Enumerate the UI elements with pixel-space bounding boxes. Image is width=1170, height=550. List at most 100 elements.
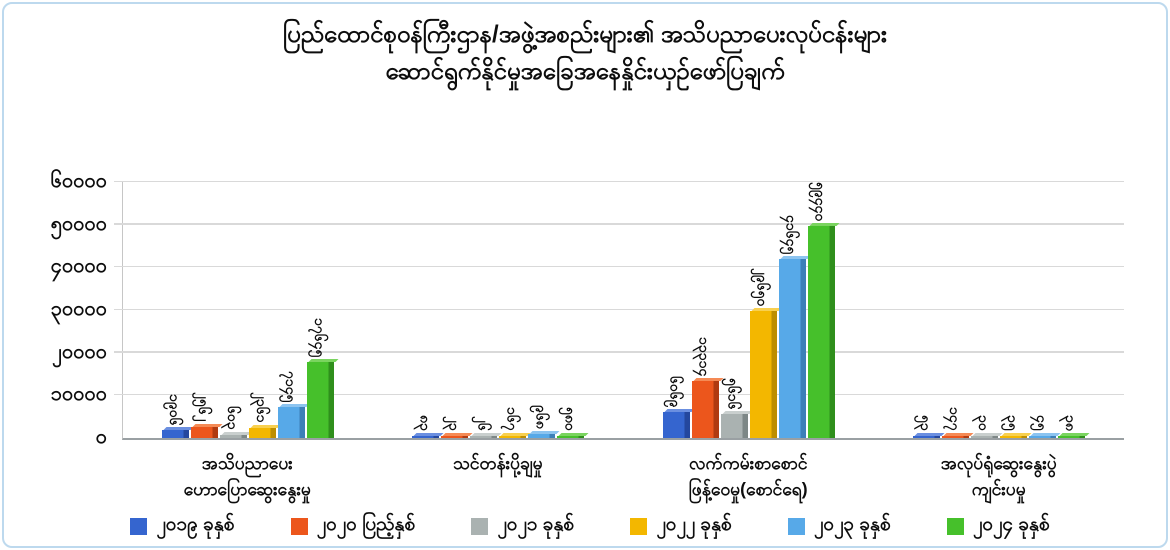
category-label: အလုပ်ရုံဆွေးနွေးပွဲ ကျင်းပမှု (940, 453, 1057, 499)
bar-column: ၂၉၆၅၀ (749, 182, 777, 438)
bar-column: ၂၃၆၁ (249, 182, 277, 438)
bar-column: ၁၇၆၄၅ (307, 182, 335, 438)
bar-column: ၇၁၄၅ (278, 182, 306, 438)
y-tick-label: ၅၀၀၀၀ (50, 212, 107, 235)
category-label: သင်တန်းပို့ချမှု (452, 453, 543, 473)
bar-value-label: ၂၆ (475, 415, 492, 431)
bar (1057, 435, 1085, 438)
bar-column: ၆၀၆၉ (662, 182, 690, 438)
bar-column: ၈၃ (412, 182, 440, 438)
chart-title: ပြည်ထောင်စုဝန်ကြီးဌာန/အဖွဲ့အစည်းများ၏ အသ… (4, 16, 1166, 90)
legend-swatch (788, 517, 806, 535)
legend-item: ၂၀၂၁ ခုနှစ် (471, 512, 574, 540)
bar-group: ၁၉၀၆ ၂၅၆၂ ၆၀၃ ၂၃၆၁ ၇၁၄၅ ၁၇၆၄၅ (123, 182, 373, 438)
gridline (114, 265, 1124, 268)
bar-column: ၃၀ (970, 182, 998, 438)
bar-column: ၁၉၀၆ (162, 182, 190, 438)
bar (912, 435, 940, 438)
bar-value-label: ၃၀ (975, 414, 992, 431)
bar-column: ၆၀၃ (220, 182, 248, 438)
bar-column: ၁၃၃၁၄ (691, 182, 719, 438)
bar-value-label: ၁၉၀၆ (167, 393, 184, 426)
bar (412, 435, 440, 438)
bar-value-label: ၆၀၆၉ (667, 375, 684, 408)
bar-value-label: ၂၃ (446, 415, 463, 431)
bar (691, 381, 719, 438)
bar-value-label: ၅၉၄၄၀ (812, 182, 829, 222)
bar (662, 412, 690, 438)
bar (307, 362, 335, 438)
y-tick-label: ၃၀၀၀၀ (50, 298, 107, 320)
legend-swatch (471, 517, 489, 535)
chart-title-line2: ဆောင်ရွက်နိုင်မှုအခြေအနေနှိုင်းယှဉ်ဖော်ပ… (385, 58, 785, 85)
bar (778, 259, 806, 438)
legend-label: ၂၀၂၂ ခုနှစ် (656, 514, 732, 535)
legend-item: ၂၀၂၄ ခုနှစ် (947, 512, 1050, 540)
legend-item: ၂၀၂၂ ခုနှစ် (630, 512, 732, 540)
bar-column: ၄၅ (1028, 182, 1056, 438)
bar-group: ၈၃ ၂၃ ၂၆ ၁၆၇ ၉၆၈ ၅၈၀ (373, 182, 623, 438)
gridline (114, 180, 1124, 182)
bar (441, 435, 469, 438)
bar (249, 428, 277, 438)
bar (807, 226, 835, 438)
bar-value-label: ၂၉၆၅၀ (754, 267, 771, 306)
legend-swatch (630, 517, 648, 535)
legend-label: ၂၀၂၄ ခုနှစ် (973, 514, 1050, 535)
bar-value-label: ၅၈၀ (562, 406, 579, 431)
gridline (114, 351, 1124, 353)
bar-value-label: ၃၅ (1004, 414, 1021, 431)
bar (278, 407, 306, 438)
bar-value-label: ၃၈ (1062, 414, 1079, 431)
bar-value-label: ၁၇၆၄၅ (312, 317, 329, 357)
bar-column: ၃၈ (1057, 182, 1085, 438)
bar (999, 435, 1027, 438)
y-tick-label: ၄၀၀၀၀ (50, 255, 107, 278)
bar-column: ၂၃ (441, 182, 469, 438)
bar (470, 435, 498, 438)
bar-groups: ၁၉၀၆ ၂၅၆၂ ၆၀၃ ၂၃၆၁ ၇၁၄၅ ၁၇၆၄၅ ၈၃ ၂၃ ၂၆ ၁၆၇ ၉၆၈ ၅၈၀ ၆… (123, 182, 1124, 438)
bar-value-label: ၄၁၆၄၅ (783, 214, 800, 254)
bar-column: ၅၃ (912, 182, 940, 438)
gridline (114, 308, 1124, 310)
bar-group: ၆၀၆၉ ၁၃၃၁၄၅၆၁၆ ၂၉၆၅၀ ၄၁၆၄၅ ၅၉၄၄၀ (624, 182, 874, 438)
legend-label: ၂၀၂၃ ခုနှစ် (814, 514, 891, 535)
bar (220, 435, 248, 438)
legend-item: ၂၀၂၃ ခုနှစ် (788, 512, 891, 540)
bar (941, 435, 969, 438)
gridline (114, 393, 1124, 396)
bar-value-label: ၁၆၇ (504, 406, 521, 431)
bar-column: ၂၅၆၂ (191, 182, 219, 438)
y-tick-label: ၂၀၀၀၀ (52, 340, 107, 363)
bar (720, 414, 748, 438)
category-label: အသိပညာပေး ဟောပြောဆွေးနွေးမှု (183, 453, 311, 499)
chart-title-line1: ပြည်ထောင်စုဝန်ကြီးဌာန/အဖွဲ့အစည်းများ၏ အသ… (283, 21, 887, 48)
bar (1028, 435, 1056, 438)
bar-value-label: ၄၅ (1033, 414, 1050, 431)
legend-label: ၂၀၁၉ ခုနှစ် (156, 514, 235, 535)
bar-value-label: ၈၃ (417, 414, 434, 431)
plot-wrap: ၀ ၁၀၀၀၀ ၂၀၀၀၀ ၃၀၀၀၀ ၄၀၀၀၀ ၅၀၀၀၀ ၆၀၀၀၀ ၁၉၀၆ ၂၅၆၂ ၆… (51, 170, 1124, 448)
bar-column: ၅၆၁၆ (720, 182, 748, 438)
y-tick-label: ၁၀၀၀၀ (50, 383, 107, 406)
bar (191, 427, 219, 438)
bar-column: ၃၅ (999, 182, 1027, 438)
legend-swatch (947, 517, 965, 535)
bar-value-label: ၂၅၆၂ (196, 392, 213, 422)
bar-value-label: ၅၃ (917, 414, 934, 431)
bar-value-label: ၉၆၈ (533, 405, 550, 429)
bar-column: ၁၄၇ (941, 182, 969, 438)
legend-label: ၂၀၂၁ ခုနှစ် (497, 514, 574, 535)
bar (162, 430, 190, 438)
bar-value-label: ၅၆၁၆ (725, 377, 742, 410)
bar-value-label: ၆၀၃ (225, 406, 242, 430)
y-tick-label: ၀ (95, 426, 107, 448)
legend-swatch (290, 517, 308, 535)
bar-value-label: ၇၁၄၅ (283, 370, 300, 403)
bar-value-label: ၁၄၇ (946, 406, 963, 431)
legend: ၂၀၁၉ ခုနှစ် ၂၀၂၀ ပြည့်နှစ် ၂၀၂၁ ခုနှစ် ၂၀၂၂… (74, 512, 1106, 540)
bar-column: ၅၈၀ (557, 182, 585, 438)
legend-item: ၂၀၂၀ ပြည့်နှစ် (290, 512, 415, 540)
plot-area: ၀ ၁၀၀၀၀ ၂၀၀၀၀ ၃၀၀၀၀ ၄၀၀၀၀ ၅၀၀၀၀ ၆၀၀၀၀ ၁၉၀၆ ၂၅၆၂ ၆… (51, 170, 1124, 448)
